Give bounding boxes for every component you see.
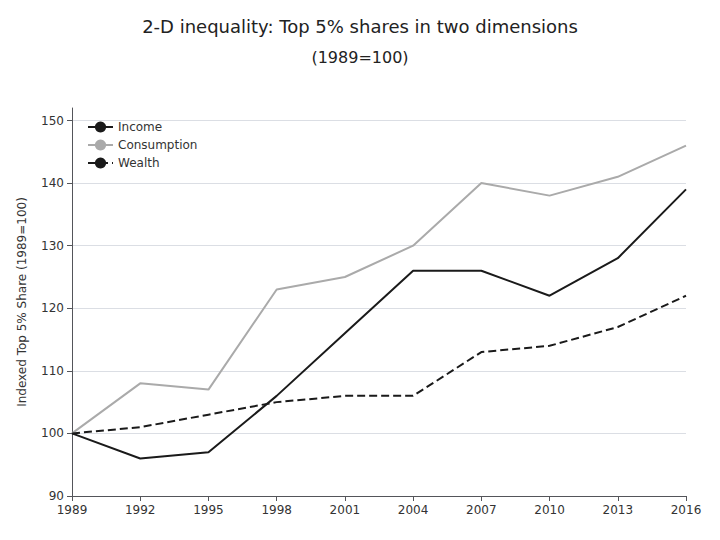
svg-text:Indexed Top 5% Share (1989=100: Indexed Top 5% Share (1989=100) — [15, 197, 29, 407]
svg-text:1992: 1992 — [125, 503, 156, 517]
svg-text:2-D inequality: Top 5% shares: 2-D inequality: Top 5% shares in two dim… — [142, 16, 578, 37]
svg-text:(1989=100): (1989=100) — [311, 48, 408, 67]
svg-text:1995: 1995 — [193, 503, 224, 517]
svg-text:1998: 1998 — [261, 503, 292, 517]
svg-text:Consumption: Consumption — [118, 138, 197, 152]
svg-text:120: 120 — [41, 301, 64, 315]
svg-text:2007: 2007 — [466, 503, 497, 517]
svg-text:150: 150 — [41, 114, 64, 128]
svg-text:100: 100 — [41, 426, 64, 440]
svg-text:2016: 2016 — [671, 503, 702, 517]
svg-text:Wealth: Wealth — [118, 156, 160, 170]
svg-text:Income: Income — [118, 120, 162, 134]
svg-text:1989: 1989 — [57, 503, 88, 517]
svg-text:110: 110 — [41, 364, 64, 378]
svg-text:140: 140 — [41, 176, 64, 190]
svg-text:2001: 2001 — [330, 503, 361, 517]
svg-text:2013: 2013 — [603, 503, 634, 517]
svg-text:90: 90 — [49, 489, 64, 503]
svg-text:130: 130 — [41, 239, 64, 253]
svg-text:2004: 2004 — [398, 503, 429, 517]
svg-text:2010: 2010 — [534, 503, 565, 517]
